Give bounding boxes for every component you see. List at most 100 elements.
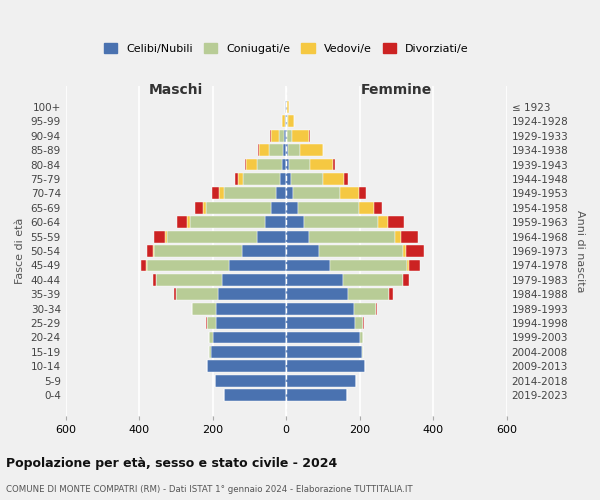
Bar [187, 216, 190, 228]
Bar [286, 332, 360, 344]
Bar [287, 101, 289, 113]
Bar [354, 302, 376, 314]
Bar [207, 360, 286, 372]
Text: Maschi: Maschi [149, 83, 203, 97]
Bar [265, 216, 286, 228]
Bar [206, 202, 271, 213]
Bar [242, 245, 286, 257]
Bar [286, 101, 287, 113]
Bar [285, 116, 286, 128]
Bar [304, 216, 378, 228]
Bar [192, 302, 193, 314]
Bar [362, 346, 364, 358]
Bar [167, 230, 257, 242]
Bar [279, 130, 284, 141]
Bar [319, 245, 403, 257]
Bar [348, 288, 389, 300]
Bar [389, 288, 393, 300]
Bar [388, 216, 404, 228]
Bar [276, 188, 286, 200]
Bar [359, 188, 365, 200]
Bar [177, 216, 187, 228]
Bar [271, 130, 279, 141]
Bar [209, 346, 211, 358]
Bar [235, 173, 238, 185]
Bar [156, 274, 222, 285]
Bar [286, 144, 288, 156]
Bar [283, 144, 286, 156]
Bar [286, 346, 362, 358]
Bar [403, 245, 406, 257]
Bar [286, 288, 348, 300]
Bar [286, 188, 293, 200]
Bar [271, 202, 286, 213]
Bar [343, 274, 403, 285]
Bar [409, 260, 419, 272]
Y-axis label: Fasce di età: Fasce di età [15, 218, 25, 284]
Bar [285, 101, 286, 113]
Bar [359, 202, 374, 213]
Bar [282, 158, 286, 170]
Bar [247, 158, 257, 170]
Bar [355, 317, 364, 329]
Bar [224, 188, 276, 200]
Bar [176, 288, 218, 300]
Bar [403, 274, 409, 285]
Bar [154, 230, 165, 242]
Bar [331, 260, 407, 272]
Bar [286, 274, 343, 285]
Y-axis label: Anni di nascita: Anni di nascita [575, 210, 585, 292]
Bar [229, 260, 286, 272]
Legend: Celibi/Nubili, Coniugati/e, Vedovi/e, Divorziati/e: Celibi/Nubili, Coniugati/e, Vedovi/e, Di… [100, 39, 473, 58]
Bar [194, 202, 203, 213]
Bar [287, 130, 292, 141]
Bar [286, 158, 289, 170]
Text: Popolazione per età, sesso e stato civile - 2024: Popolazione per età, sesso e stato civil… [6, 458, 337, 470]
Bar [147, 245, 153, 257]
Bar [286, 389, 347, 401]
Bar [212, 188, 218, 200]
Bar [269, 144, 283, 156]
Bar [218, 288, 286, 300]
Text: Femmine: Femmine [361, 83, 432, 97]
Bar [154, 245, 242, 257]
Bar [206, 317, 207, 329]
Bar [290, 173, 323, 185]
Bar [407, 260, 409, 272]
Bar [286, 130, 287, 141]
Bar [360, 332, 364, 344]
Bar [286, 302, 354, 314]
Bar [146, 260, 229, 272]
Bar [243, 173, 280, 185]
Text: COMUNE DI MONTE COMPATRI (RM) - Dati ISTAT 1° gennaio 2024 - Elaborazione TUTTIT: COMUNE DI MONTE COMPATRI (RM) - Dati IST… [6, 486, 413, 494]
Bar [395, 230, 401, 242]
Bar [374, 202, 382, 213]
Bar [292, 130, 310, 141]
Bar [212, 332, 286, 344]
Bar [190, 216, 265, 228]
Bar [165, 230, 167, 242]
Bar [284, 130, 286, 141]
Bar [376, 302, 377, 314]
Bar [222, 274, 286, 285]
Bar [193, 302, 217, 314]
Bar [153, 245, 154, 257]
Bar [300, 144, 323, 156]
Bar [288, 144, 300, 156]
Bar [257, 158, 282, 170]
Bar [289, 158, 310, 170]
Bar [344, 173, 348, 185]
Bar [286, 230, 309, 242]
Bar [203, 202, 206, 213]
Bar [310, 158, 333, 170]
Bar [286, 360, 365, 372]
Bar [257, 230, 286, 242]
Bar [406, 245, 424, 257]
Bar [333, 158, 335, 170]
Bar [153, 274, 156, 285]
Bar [287, 116, 294, 128]
Bar [340, 188, 359, 200]
Bar [209, 332, 212, 344]
Bar [286, 216, 304, 228]
Bar [401, 230, 418, 242]
